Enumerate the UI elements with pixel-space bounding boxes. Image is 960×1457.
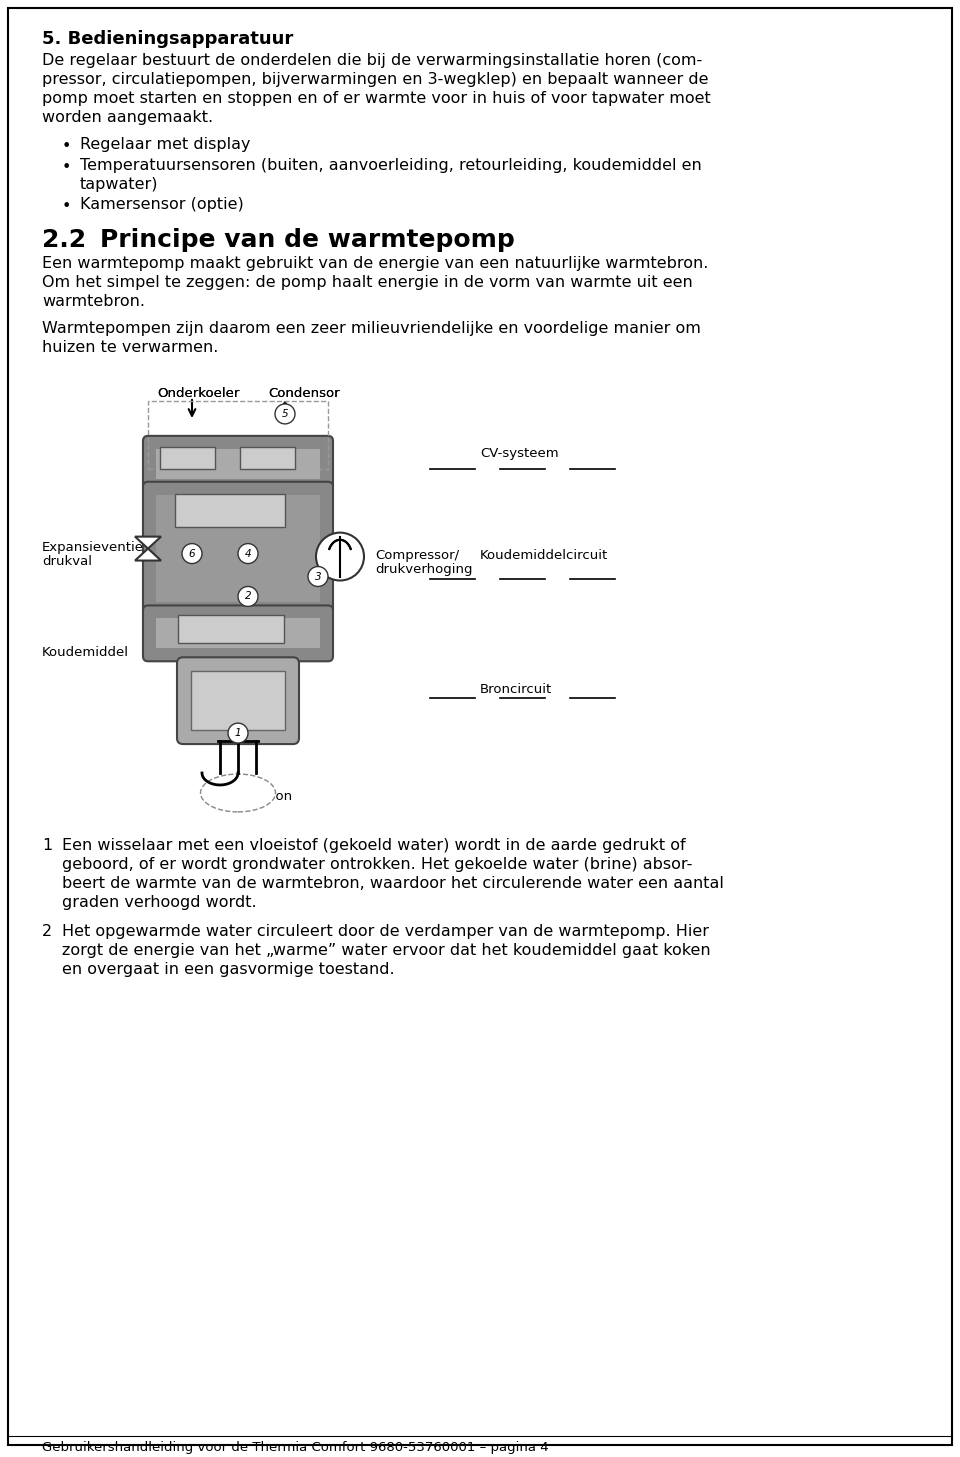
- Text: huizen te verwarmen.: huizen te verwarmen.: [42, 339, 218, 356]
- Circle shape: [228, 723, 248, 743]
- Circle shape: [316, 533, 364, 580]
- Text: Om het simpel te zeggen: de pomp haalt energie in de vorm van warmte uit een: Om het simpel te zeggen: de pomp haalt e…: [42, 275, 693, 290]
- Text: CV-systeem: CV-systeem: [480, 447, 559, 460]
- Bar: [156, 449, 320, 479]
- Text: •: •: [62, 160, 71, 175]
- Text: Compressor/: Compressor/: [375, 549, 459, 561]
- Bar: [240, 447, 295, 469]
- Bar: [175, 494, 285, 526]
- Text: 2.2: 2.2: [42, 229, 86, 252]
- Bar: [178, 615, 284, 644]
- Text: graden verhoogd wordt.: graden verhoogd wordt.: [62, 895, 256, 909]
- Text: Temperatuursensoren (buiten, aanvoerleiding, retourleiding, koudemiddel en: Temperatuursensoren (buiten, aanvoerleid…: [80, 157, 702, 172]
- Text: De regelaar bestuurt de onderdelen die bij de verwarmingsinstallatie horen (com-: De regelaar bestuurt de onderdelen die b…: [42, 52, 703, 68]
- Text: Een wisselaar met een vloeistof (gekoeld water) wordt in de aarde gedrukt of: Een wisselaar met een vloeistof (gekoeld…: [62, 838, 685, 852]
- Text: Condensor: Condensor: [268, 388, 340, 401]
- Text: 6: 6: [189, 549, 195, 558]
- Text: Koudemiddelcircuit: Koudemiddelcircuit: [480, 549, 609, 561]
- Text: 2: 2: [42, 924, 52, 938]
- Polygon shape: [135, 536, 161, 549]
- Text: geboord, of er wordt grondwater ontrokken. Het gekoelde water (brine) absor-: geboord, of er wordt grondwater ontrokke…: [62, 857, 692, 871]
- Circle shape: [182, 543, 202, 564]
- Circle shape: [308, 567, 328, 587]
- Ellipse shape: [201, 774, 276, 812]
- Text: Regelaar met display: Regelaar met display: [80, 137, 251, 152]
- Text: •: •: [62, 200, 71, 214]
- Text: Verdamper: Verdamper: [202, 696, 275, 710]
- Text: Condensor: Condensor: [268, 388, 340, 401]
- Bar: [156, 495, 320, 602]
- Bar: [191, 672, 285, 730]
- Text: 4: 4: [245, 549, 252, 558]
- Text: Gebruikershandleiding voor de Thermia Comfort 9680-53760001 – pagina 4: Gebruikershandleiding voor de Thermia Co…: [42, 1441, 548, 1454]
- Text: en overgaat in een gasvormige toestand.: en overgaat in een gasvormige toestand.: [62, 962, 395, 976]
- Text: 2: 2: [245, 592, 252, 602]
- Text: 5: 5: [281, 409, 288, 420]
- Text: Expansieventiel/: Expansieventiel/: [42, 541, 153, 554]
- Circle shape: [238, 587, 258, 606]
- FancyBboxPatch shape: [143, 482, 333, 615]
- FancyBboxPatch shape: [177, 657, 299, 745]
- Text: pressor, circulatiepompen, bijverwarmingen en 3-wegklep) en bepaalt wanneer de: pressor, circulatiepompen, bijverwarming…: [42, 71, 708, 87]
- Text: drukval: drukval: [42, 555, 92, 568]
- Text: warmtebron.: warmtebron.: [42, 294, 145, 309]
- Text: ←Bron: ←Bron: [250, 790, 292, 803]
- Text: zorgt de energie van het „warme” water ervoor dat het koudemiddel gaat koken: zorgt de energie van het „warme” water e…: [62, 943, 710, 957]
- Circle shape: [238, 543, 258, 564]
- Bar: [160, 447, 215, 469]
- Text: pomp moet starten en stoppen en of er warmte voor in huis of voor tapwater moet: pomp moet starten en stoppen en of er wa…: [42, 90, 710, 106]
- FancyBboxPatch shape: [143, 436, 333, 491]
- Text: 5. Bedieningsapparatuur: 5. Bedieningsapparatuur: [42, 31, 293, 48]
- Text: Broncircuit: Broncircuit: [480, 683, 552, 696]
- Text: Onderkoeler: Onderkoeler: [157, 388, 239, 401]
- Text: Onderkoeler: Onderkoeler: [157, 388, 239, 401]
- Text: Principe van de warmtepomp: Principe van de warmtepomp: [100, 229, 515, 252]
- Text: Een warmtepomp maakt gebruikt van de energie van een natuurlijke warmtebron.: Een warmtepomp maakt gebruikt van de ene…: [42, 256, 708, 271]
- Bar: [148, 401, 328, 469]
- Text: beert de warmte van de warmtebron, waardoor het circulerende water een aantal: beert de warmte van de warmtebron, waard…: [62, 876, 724, 890]
- Text: Warmtepompen zijn daarom een zeer milieuvriendelijke en voordelige manier om: Warmtepompen zijn daarom een zeer milieu…: [42, 321, 701, 337]
- Text: drukverhoging: drukverhoging: [375, 562, 472, 576]
- Text: Het opgewarmde water circuleert door de verdamper van de warmtepomp. Hier: Het opgewarmde water circuleert door de …: [62, 924, 709, 938]
- Text: Kamersensor (optie): Kamersensor (optie): [80, 198, 244, 213]
- Text: worden aangemaakt.: worden aangemaakt.: [42, 109, 213, 125]
- Polygon shape: [135, 549, 161, 561]
- Text: 1: 1: [42, 838, 52, 852]
- Bar: [156, 618, 320, 648]
- Text: Koudemiddel: Koudemiddel: [42, 647, 129, 660]
- Text: 1: 1: [234, 728, 241, 739]
- Text: •: •: [62, 138, 71, 153]
- Text: 3: 3: [315, 571, 322, 581]
- Text: tapwater): tapwater): [80, 176, 158, 191]
- FancyBboxPatch shape: [143, 606, 333, 661]
- Circle shape: [275, 404, 295, 424]
